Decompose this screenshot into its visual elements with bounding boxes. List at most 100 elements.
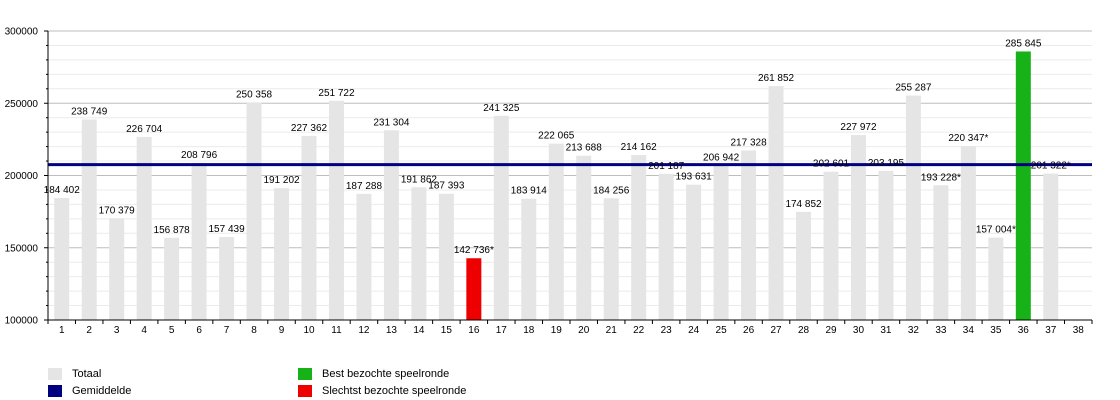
data-label: 191 862 [401,174,438,185]
x-tick-label: 26 [743,325,755,336]
data-label: 142 736* [454,245,494,256]
data-label: 217 328 [731,137,768,148]
bar-round-20 [576,155,592,320]
bar-round-4 [136,136,152,320]
x-tick-label: 35 [990,325,1002,336]
x-tick-label: 11 [331,325,342,336]
bar-round-13 [383,130,399,320]
bar-round-8 [246,102,262,320]
data-label: 156 878 [154,225,191,236]
x-tick-label: 13 [386,325,398,336]
x-tick-label: 1 [59,325,65,336]
data-label: 201 322* [1031,161,1071,172]
data-label: 184 402 [44,185,81,196]
x-tick-label: 8 [251,325,257,336]
y-tick-label: 300000 [5,27,39,38]
bar-round-34 [960,146,976,320]
x-tick-label: 15 [441,325,453,336]
x-tick-label: 12 [358,325,370,336]
data-label: 227 362 [291,123,328,134]
data-label: 191 202 [263,175,300,186]
bar-round-32 [905,95,921,320]
bar-round-36 [1015,51,1031,320]
bar-round-37 [1043,173,1059,320]
x-tick-label: 3 [114,325,120,336]
data-label: 241 325 [483,103,520,114]
data-label: 227 972 [840,122,877,133]
x-tick-label: 33 [935,325,947,336]
data-label: 255 287 [895,83,932,94]
bar-round-11 [328,100,344,320]
x-tick-label: 20 [578,325,590,336]
x-tick-label: 17 [496,325,508,336]
x-tick-label: 29 [825,325,837,336]
bar-round-30 [850,135,866,320]
x-tick-label: 14 [413,325,425,336]
bar-round-26 [741,150,757,320]
bar-round-28 [796,211,812,320]
data-label: 187 393 [428,181,465,192]
bar-round-16 [466,258,482,320]
x-tick-label: 30 [853,325,865,336]
bar-round-1 [54,198,70,320]
x-tick-label: 9 [279,325,285,336]
data-label: 285 845 [1005,38,1042,49]
x-tick-label: 22 [633,325,645,336]
data-label: 213 688 [566,143,603,154]
x-tick-label: 16 [468,325,480,336]
data-label: 231 304 [373,117,410,128]
bar-round-25 [713,165,729,320]
bar-round-33 [933,185,949,320]
bar-round-5 [164,237,180,320]
data-label: 193 631 [676,172,713,183]
bar-round-19 [548,143,564,320]
bars [54,51,1059,321]
bar-round-17 [493,115,509,321]
data-label: 208 796 [181,150,218,161]
data-label: 157 439 [209,224,246,235]
data-label: 184 256 [593,185,630,196]
data-label: 222 065 [538,131,575,142]
bar-round-7 [219,237,235,320]
data-labels: 184 402 238 749 170 379 226 704 156 878 208 7… [44,38,1071,256]
data-label: 220 347* [948,133,988,144]
x-tick-label: 21 [606,325,618,336]
x-tick-label: 34 [963,325,975,336]
y-tick-label: 200000 [5,171,39,182]
x-tick-label: 32 [908,325,920,336]
y-tick-label: 100000 [5,316,39,327]
data-label: 261 852 [758,73,795,84]
data-label: 170 379 [99,205,136,216]
bar-round-10 [301,135,317,320]
x-tick-label: 25 [716,325,728,336]
bar-round-24 [686,184,702,320]
y-tick-label: 150000 [5,243,39,254]
x-tick-label: 27 [770,325,782,336]
x-tick-label: 2 [86,325,92,336]
data-label: 201 187 [648,161,685,172]
bar-round-6 [191,162,207,320]
data-label: 157 004* [976,225,1016,236]
data-label: 202 601 [813,159,850,170]
x-tick-label: 5 [169,325,175,336]
data-label: 250 358 [236,90,273,101]
data-label: 174 852 [785,199,822,210]
data-label: 251 722 [318,88,355,99]
data-label: 206 942 [703,152,740,163]
bar-round-27 [768,86,784,320]
bar-round-31 [878,170,894,320]
bar-round-18 [521,198,537,320]
x-tick-label: 24 [688,325,700,336]
x-tick-label: 7 [224,325,230,336]
data-label: 238 749 [71,107,108,118]
data-label: 226 704 [126,124,163,135]
bar-round-35 [988,237,1004,320]
x-tick-label: 19 [551,325,563,336]
bar-round-2 [81,119,97,321]
y-tick-label: 250000 [5,99,39,110]
bar-round-29 [823,171,839,320]
x-tick-label: 10 [303,325,315,336]
bar-round-3 [109,218,125,320]
